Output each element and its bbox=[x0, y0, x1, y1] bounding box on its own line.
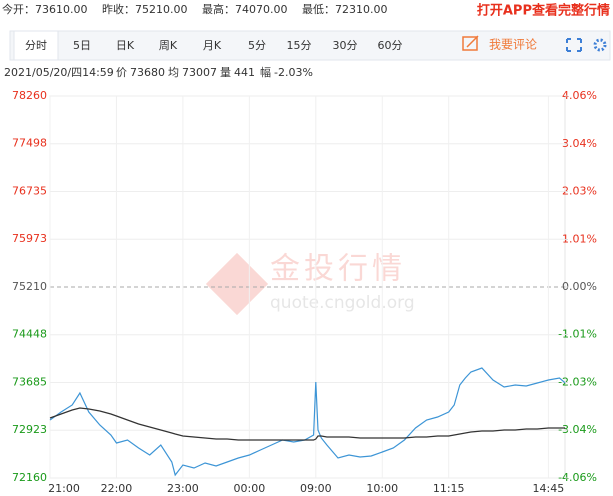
info-item: 73007 bbox=[182, 66, 217, 79]
comment-button[interactable]: 我要评论 bbox=[489, 38, 537, 52]
watermark: 金投行情 quote.cngold.org bbox=[205, 252, 415, 316]
y2-tick-label: 1.01% bbox=[562, 232, 597, 245]
plot: 78260 77498 76735 75973 75210 74448 73685 72923… bbox=[12, 89, 597, 495]
y2-tick-label: -2.03% bbox=[558, 376, 597, 389]
y2-tick-label: -1.01% bbox=[558, 328, 597, 341]
watermark-logo bbox=[205, 252, 269, 316]
y2-tick-label: 2.03% bbox=[562, 185, 597, 198]
y-tick-label: 75210 bbox=[12, 280, 47, 293]
x-tick-label: 23:00 bbox=[167, 482, 199, 495]
info-item: 2021/05/20/四14:59 bbox=[4, 66, 114, 79]
tab[interactable]: 60分 bbox=[378, 39, 403, 52]
y2-tick-label: 3.04% bbox=[562, 137, 597, 150]
comment-icon-pen bbox=[466, 35, 479, 48]
stat: 昨收：75210.00 bbox=[102, 2, 188, 16]
tab[interactable]: 分时 bbox=[25, 39, 47, 52]
tabs: 分时 5日 日K 周K 月K 5分 15分 30分 60分 bbox=[25, 39, 403, 52]
x-tick-label: 11:15 bbox=[433, 482, 465, 495]
tab-bar bbox=[9, 30, 611, 61]
y-tick-label: 75973 bbox=[12, 232, 47, 245]
tab[interactable]: 周K bbox=[159, 39, 178, 52]
x-tick-label: 09:00 bbox=[300, 482, 332, 495]
fullscreen-icon[interactable] bbox=[566, 38, 582, 52]
x-tick-label: 00:00 bbox=[234, 482, 266, 495]
info-item: 幅 bbox=[260, 66, 271, 79]
y-tick-label: 72923 bbox=[12, 423, 47, 436]
stat: 最高：74070.00 bbox=[202, 2, 288, 16]
info-item: 均 bbox=[168, 66, 179, 79]
y2-tick-label: 0.00% bbox=[562, 280, 597, 293]
stat: 今开：73610.00 bbox=[2, 2, 88, 16]
tab[interactable]: 5日 bbox=[73, 39, 91, 52]
price-line bbox=[49, 367, 566, 477]
y-tick-label: 74448 bbox=[12, 328, 47, 341]
y2-tick-label: -3.04% bbox=[558, 423, 597, 436]
x-tick-label: 22:00 bbox=[101, 482, 133, 495]
y-tick-label: 72160 bbox=[12, 471, 47, 484]
y-tick-label: 76735 bbox=[12, 185, 47, 198]
app-link[interactable]: 打开APP查看完整行情 bbox=[477, 3, 610, 19]
watermark-title: 金投行情 bbox=[270, 252, 406, 287]
comment-icon bbox=[462, 36, 478, 51]
info-line: 2021/05/20/四14:59 价 73680 均 73007 量 441 幅 -2.03% bbox=[4, 66, 313, 79]
x-tick-label: 14:45 bbox=[533, 482, 565, 495]
tab[interactable]: 日K bbox=[116, 39, 135, 52]
tab[interactable]: 5分 bbox=[248, 39, 266, 52]
x-tick-label: 21:00 bbox=[48, 482, 80, 495]
tab-selected-bg bbox=[13, 30, 59, 61]
y2-tick-label: -4.06% bbox=[558, 471, 597, 484]
y-tick-label: 73685 bbox=[12, 376, 47, 389]
y-tick-label: 78260 bbox=[12, 89, 47, 102]
tab[interactable]: 30分 bbox=[333, 39, 358, 52]
info-item: 价 bbox=[116, 66, 127, 79]
average-line bbox=[49, 407, 565, 441]
y-tick-label: 77498 bbox=[12, 137, 47, 150]
stat: 最低：72310.00 bbox=[302, 3, 388, 16]
settings-icon[interactable] bbox=[593, 38, 607, 52]
info-item: 73680 bbox=[130, 66, 165, 79]
tab[interactable]: 15分 bbox=[287, 39, 312, 52]
info-item: 量 bbox=[220, 66, 231, 79]
y2-tick-label: 4.06% bbox=[562, 89, 597, 102]
watermark-url: quote.cngold.org bbox=[270, 293, 415, 313]
info-item: 441 bbox=[234, 66, 255, 79]
tab[interactable]: 月K bbox=[203, 39, 222, 52]
info-item: -2.03% bbox=[274, 66, 313, 79]
x-tick-label: 10:00 bbox=[366, 482, 398, 495]
